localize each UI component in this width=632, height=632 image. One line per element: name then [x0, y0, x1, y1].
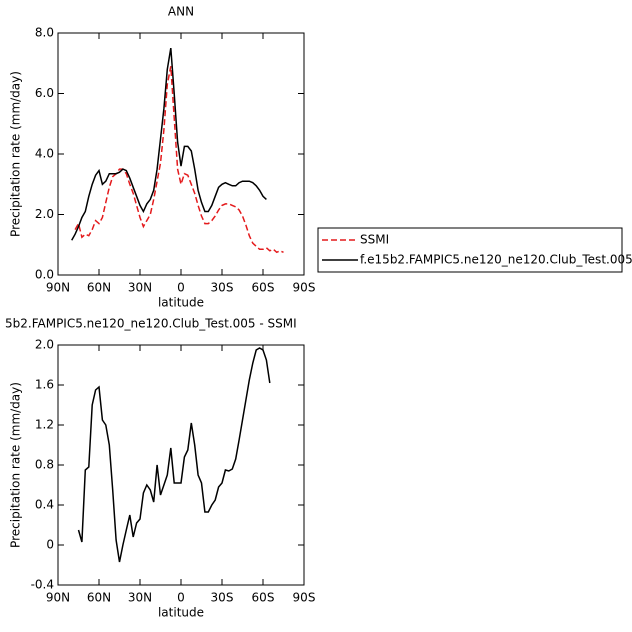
legend-label: SSMI: [360, 233, 389, 247]
x-tick-label: 60N: [87, 281, 111, 295]
x-tick-label: 90S: [293, 281, 316, 295]
y-tick-label: 0.4: [35, 498, 54, 512]
plot-frame: [57, 32, 305, 276]
panel: 5b2.FAMPIC5.ne120_ne120.Club_Test.005 - …: [5, 317, 315, 620]
y-tick-label: 0: [46, 538, 54, 552]
x-axis-label: latitude: [158, 606, 204, 620]
x-tick-label: 60S: [252, 281, 275, 295]
x-tick-label: 30N: [128, 281, 152, 295]
y-tick-label: 4.0: [35, 147, 54, 161]
x-tick-label: 60N: [87, 591, 111, 605]
x-tick-label: 90N: [46, 281, 70, 295]
y-axis-label: Precipitation rate (mm/day): [9, 71, 23, 237]
x-tick-label: 30S: [211, 281, 234, 295]
data-line: [77, 347, 271, 563]
y-tick-label: 0.0: [35, 268, 54, 282]
legend-label: f.e15b2.FAMPIC5.ne120_ne120.Club_Test.00…: [360, 253, 632, 267]
y-tick-label: 8.0: [35, 26, 54, 40]
x-tick-label: 30S: [211, 591, 234, 605]
y-tick-label: 1.2: [35, 418, 54, 432]
data-line: [71, 47, 267, 241]
legend-box: [317, 227, 623, 273]
x-tick-label: 90S: [293, 591, 316, 605]
x-axis-label: latitude: [158, 296, 204, 310]
y-tick-label: 1.6: [35, 378, 54, 392]
y-tick-label: 0.8: [35, 458, 54, 472]
chart-title: 5b2.FAMPIC5.ne120_ne120.Club_Test.005 - …: [5, 317, 297, 331]
x-tick-label: 90N: [46, 591, 70, 605]
panel: ANN 90N 60N 30N 0 30S 60S 90S 0.0 2.0 4.0 6.0 8.0 lat…: [9, 5, 632, 310]
plot-frame: [57, 344, 305, 586]
x-tick-label: 0: [177, 281, 185, 295]
y-tick-label: 6.0: [35, 86, 54, 100]
y-axis-label: Precipitation rate (mm/day): [9, 382, 23, 548]
x-tick-label: 60S: [252, 591, 275, 605]
y-tick-label: -0.4: [31, 578, 54, 592]
x-tick-label: 0: [177, 591, 185, 605]
x-tick-label: 30N: [128, 591, 152, 605]
y-tick-label: 2.0: [35, 338, 54, 352]
chart-title: ANN: [168, 5, 194, 19]
y-tick-label: 2.0: [35, 207, 54, 221]
data-line: [74, 66, 284, 254]
